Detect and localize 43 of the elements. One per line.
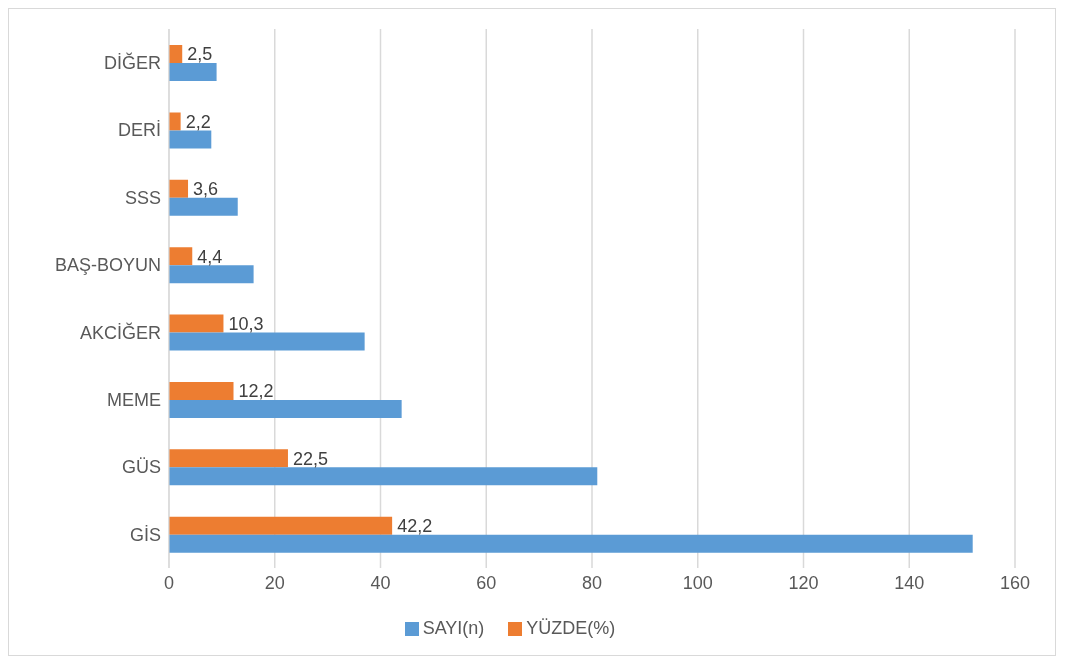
bar bbox=[169, 467, 598, 486]
legend-label: SAYI(n) bbox=[422, 618, 485, 638]
bar bbox=[169, 516, 393, 535]
y-tick-label: GÜS bbox=[121, 457, 161, 478]
data-label: 22,5 bbox=[292, 448, 329, 469]
x-tick-label: 20 bbox=[264, 572, 285, 593]
data-label: 10,3 bbox=[228, 313, 264, 334]
x-tick-label: 60 bbox=[476, 572, 497, 593]
data-label: 12,2 bbox=[238, 381, 274, 402]
x-tick-label: 160 bbox=[999, 572, 1031, 593]
bar bbox=[169, 130, 212, 149]
bar bbox=[169, 179, 189, 198]
y-tick-label: GİS bbox=[129, 524, 161, 545]
bar bbox=[169, 332, 365, 351]
x-tick-label: 80 bbox=[581, 572, 603, 593]
y-tick-label: DİĞER bbox=[103, 52, 161, 74]
y-tick-label: BAŞ-BOYUN bbox=[54, 255, 161, 276]
bar bbox=[169, 381, 234, 400]
bar bbox=[169, 112, 181, 131]
data-label: 2,2 bbox=[185, 111, 211, 132]
bar bbox=[169, 247, 193, 266]
data-label: 2,5 bbox=[187, 44, 213, 65]
y-tick-label: MEME bbox=[107, 389, 161, 410]
bar bbox=[169, 449, 288, 468]
x-tick-label: 120 bbox=[788, 572, 819, 593]
bar bbox=[169, 265, 254, 284]
legend-label: YÜZDE(%) bbox=[526, 618, 616, 638]
bar bbox=[169, 45, 183, 63]
bar bbox=[169, 534, 973, 553]
x-tick-label: 100 bbox=[682, 572, 713, 593]
y-tick-label: AKCİĞER bbox=[79, 321, 161, 343]
data-label: 4,4 bbox=[197, 246, 223, 267]
x-tick-label: 40 bbox=[370, 572, 391, 593]
bar bbox=[169, 314, 224, 333]
y-tick-label: DERİ bbox=[117, 120, 161, 141]
bar bbox=[169, 399, 402, 418]
data-label: 42,2 bbox=[397, 516, 433, 537]
bar bbox=[169, 63, 217, 81]
x-tick-label: 0 bbox=[163, 572, 175, 593]
data-label: 3,6 bbox=[193, 179, 219, 200]
x-tick-label: 140 bbox=[894, 572, 925, 593]
y-tick-label: SSS bbox=[124, 187, 161, 208]
bar bbox=[169, 197, 238, 216]
